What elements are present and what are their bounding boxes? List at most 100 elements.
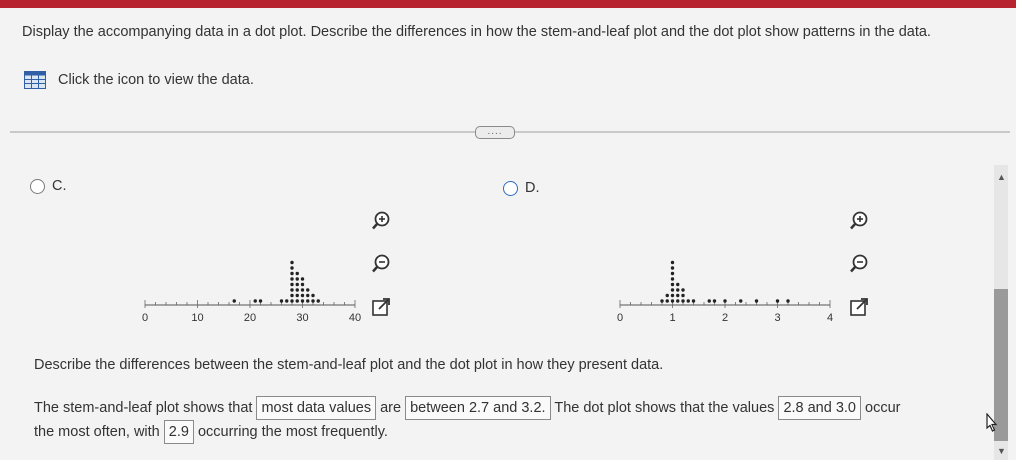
data-dot <box>279 299 284 303</box>
question-text: Display the accompanying data in a dot p… <box>22 24 931 40</box>
data-table-icon[interactable] <box>24 71 46 89</box>
tick-label: 0 <box>617 312 623 324</box>
open-new-window-icon[interactable] <box>848 296 870 318</box>
tick-label: 1 <box>669 312 675 324</box>
data-dot <box>723 299 727 303</box>
answer-dropdown-1[interactable]: most data values <box>256 396 377 420</box>
data-dot <box>300 299 305 303</box>
data-dot <box>670 288 675 292</box>
data-dot <box>670 277 675 281</box>
data-dot <box>295 288 299 292</box>
answer-text: The dot plot shows that the values <box>554 400 775 416</box>
data-dot <box>290 282 294 287</box>
zoom-in-icon[interactable] <box>848 210 870 232</box>
data-dot <box>300 282 305 287</box>
data-dot <box>681 293 685 298</box>
data-dot <box>258 299 263 303</box>
zoom-in-icon[interactable] <box>370 210 392 232</box>
option-d-dot-plot: 0 1 2 3 4 <box>617 260 833 324</box>
data-dot <box>295 293 299 298</box>
data-dot <box>754 299 759 303</box>
mouse-pointer-icon <box>986 413 998 432</box>
answer-dropdown-4[interactable]: 2.9 <box>163 420 194 444</box>
vertical-scrollbar[interactable]: ▲ ▼ <box>994 165 1008 460</box>
data-dot <box>686 299 690 303</box>
data-dot <box>676 288 680 292</box>
data-dot <box>311 299 315 303</box>
tick-label: 2 <box>722 312 728 324</box>
answer-sentence: The stem-and-leaf plot shows that most d… <box>34 396 984 444</box>
data-dot <box>290 288 294 292</box>
data-dot <box>691 299 696 303</box>
data-dot <box>676 293 680 298</box>
describe-prompt: Describe the differences between the ste… <box>34 357 664 373</box>
option-d[interactable]: D. <box>503 180 540 196</box>
option-c-radio[interactable] <box>30 178 45 194</box>
answer-dropdown-3[interactable]: 2.8 and 3.0 <box>778 396 862 420</box>
option-c[interactable]: C. <box>30 178 67 194</box>
tick-label: 30 <box>296 312 308 324</box>
data-dot <box>306 299 310 303</box>
answer-text: are <box>380 400 402 416</box>
data-dot <box>670 260 675 265</box>
option-d-label: D. <box>525 180 540 196</box>
data-dot <box>290 277 294 281</box>
tick-label: 3 <box>774 312 780 324</box>
data-dot <box>670 282 675 287</box>
data-dot <box>670 299 675 303</box>
data-dot <box>295 282 299 287</box>
view-data-label: Click the icon to view the data. <box>58 72 254 88</box>
data-dot <box>670 266 675 270</box>
data-dot <box>300 293 305 298</box>
scroll-up-arrow-icon[interactable]: ▲ <box>997 172 1006 182</box>
answer-text: The stem-and-leaf plot shows that <box>34 400 253 416</box>
data-dot <box>660 299 664 303</box>
data-dot <box>739 299 743 303</box>
data-dot <box>665 293 669 298</box>
data-dot <box>665 299 669 303</box>
option-c-dot-plot: 0 10 20 30 40 <box>142 260 361 324</box>
data-dot <box>316 299 320 303</box>
option-d-radio[interactable] <box>503 180 518 196</box>
expand-more-button[interactable]: .... <box>475 126 515 139</box>
data-dot <box>311 293 315 298</box>
data-dot <box>681 288 685 292</box>
data-dot <box>290 293 294 298</box>
data-dot <box>786 299 790 303</box>
answer-text: occurring the most frequently. <box>197 424 388 440</box>
data-dot <box>290 260 294 265</box>
tick-label: 20 <box>244 312 256 324</box>
tick-label: 40 <box>349 312 361 324</box>
data-dot <box>290 266 294 270</box>
tick-label: 0 <box>142 312 148 324</box>
tick-label: 4 <box>827 312 833 324</box>
data-dot <box>285 299 289 303</box>
data-dot <box>290 299 294 303</box>
data-dot <box>295 271 299 276</box>
scrollbar-thumb[interactable] <box>994 289 1008 441</box>
open-new-window-icon[interactable] <box>370 296 392 318</box>
data-dot <box>306 293 310 298</box>
data-dot <box>232 299 236 303</box>
data-dot <box>300 277 305 281</box>
data-dot <box>676 299 680 303</box>
answer-text: occur <box>865 400 901 416</box>
zoom-out-icon[interactable] <box>848 253 870 275</box>
view-data-link[interactable]: Click the icon to view the data. <box>24 70 254 90</box>
answer-dropdown-2[interactable]: between 2.7 and 3.2. <box>405 396 551 420</box>
data-dot <box>670 271 675 276</box>
data-dot <box>253 299 257 303</box>
answer-text: the most often, with <box>34 424 160 440</box>
data-dot <box>676 282 680 287</box>
data-dot <box>295 277 299 281</box>
data-dot <box>290 271 294 276</box>
option-c-label: C. <box>52 178 67 194</box>
zoom-out-icon[interactable] <box>370 253 392 275</box>
data-dot <box>670 293 675 298</box>
scroll-down-arrow-icon[interactable]: ▼ <box>997 446 1006 456</box>
data-dot <box>707 299 711 303</box>
data-dot <box>306 288 310 292</box>
data-dot <box>681 299 685 303</box>
brand-top-bar <box>0 0 1016 8</box>
data-dot <box>295 299 299 303</box>
